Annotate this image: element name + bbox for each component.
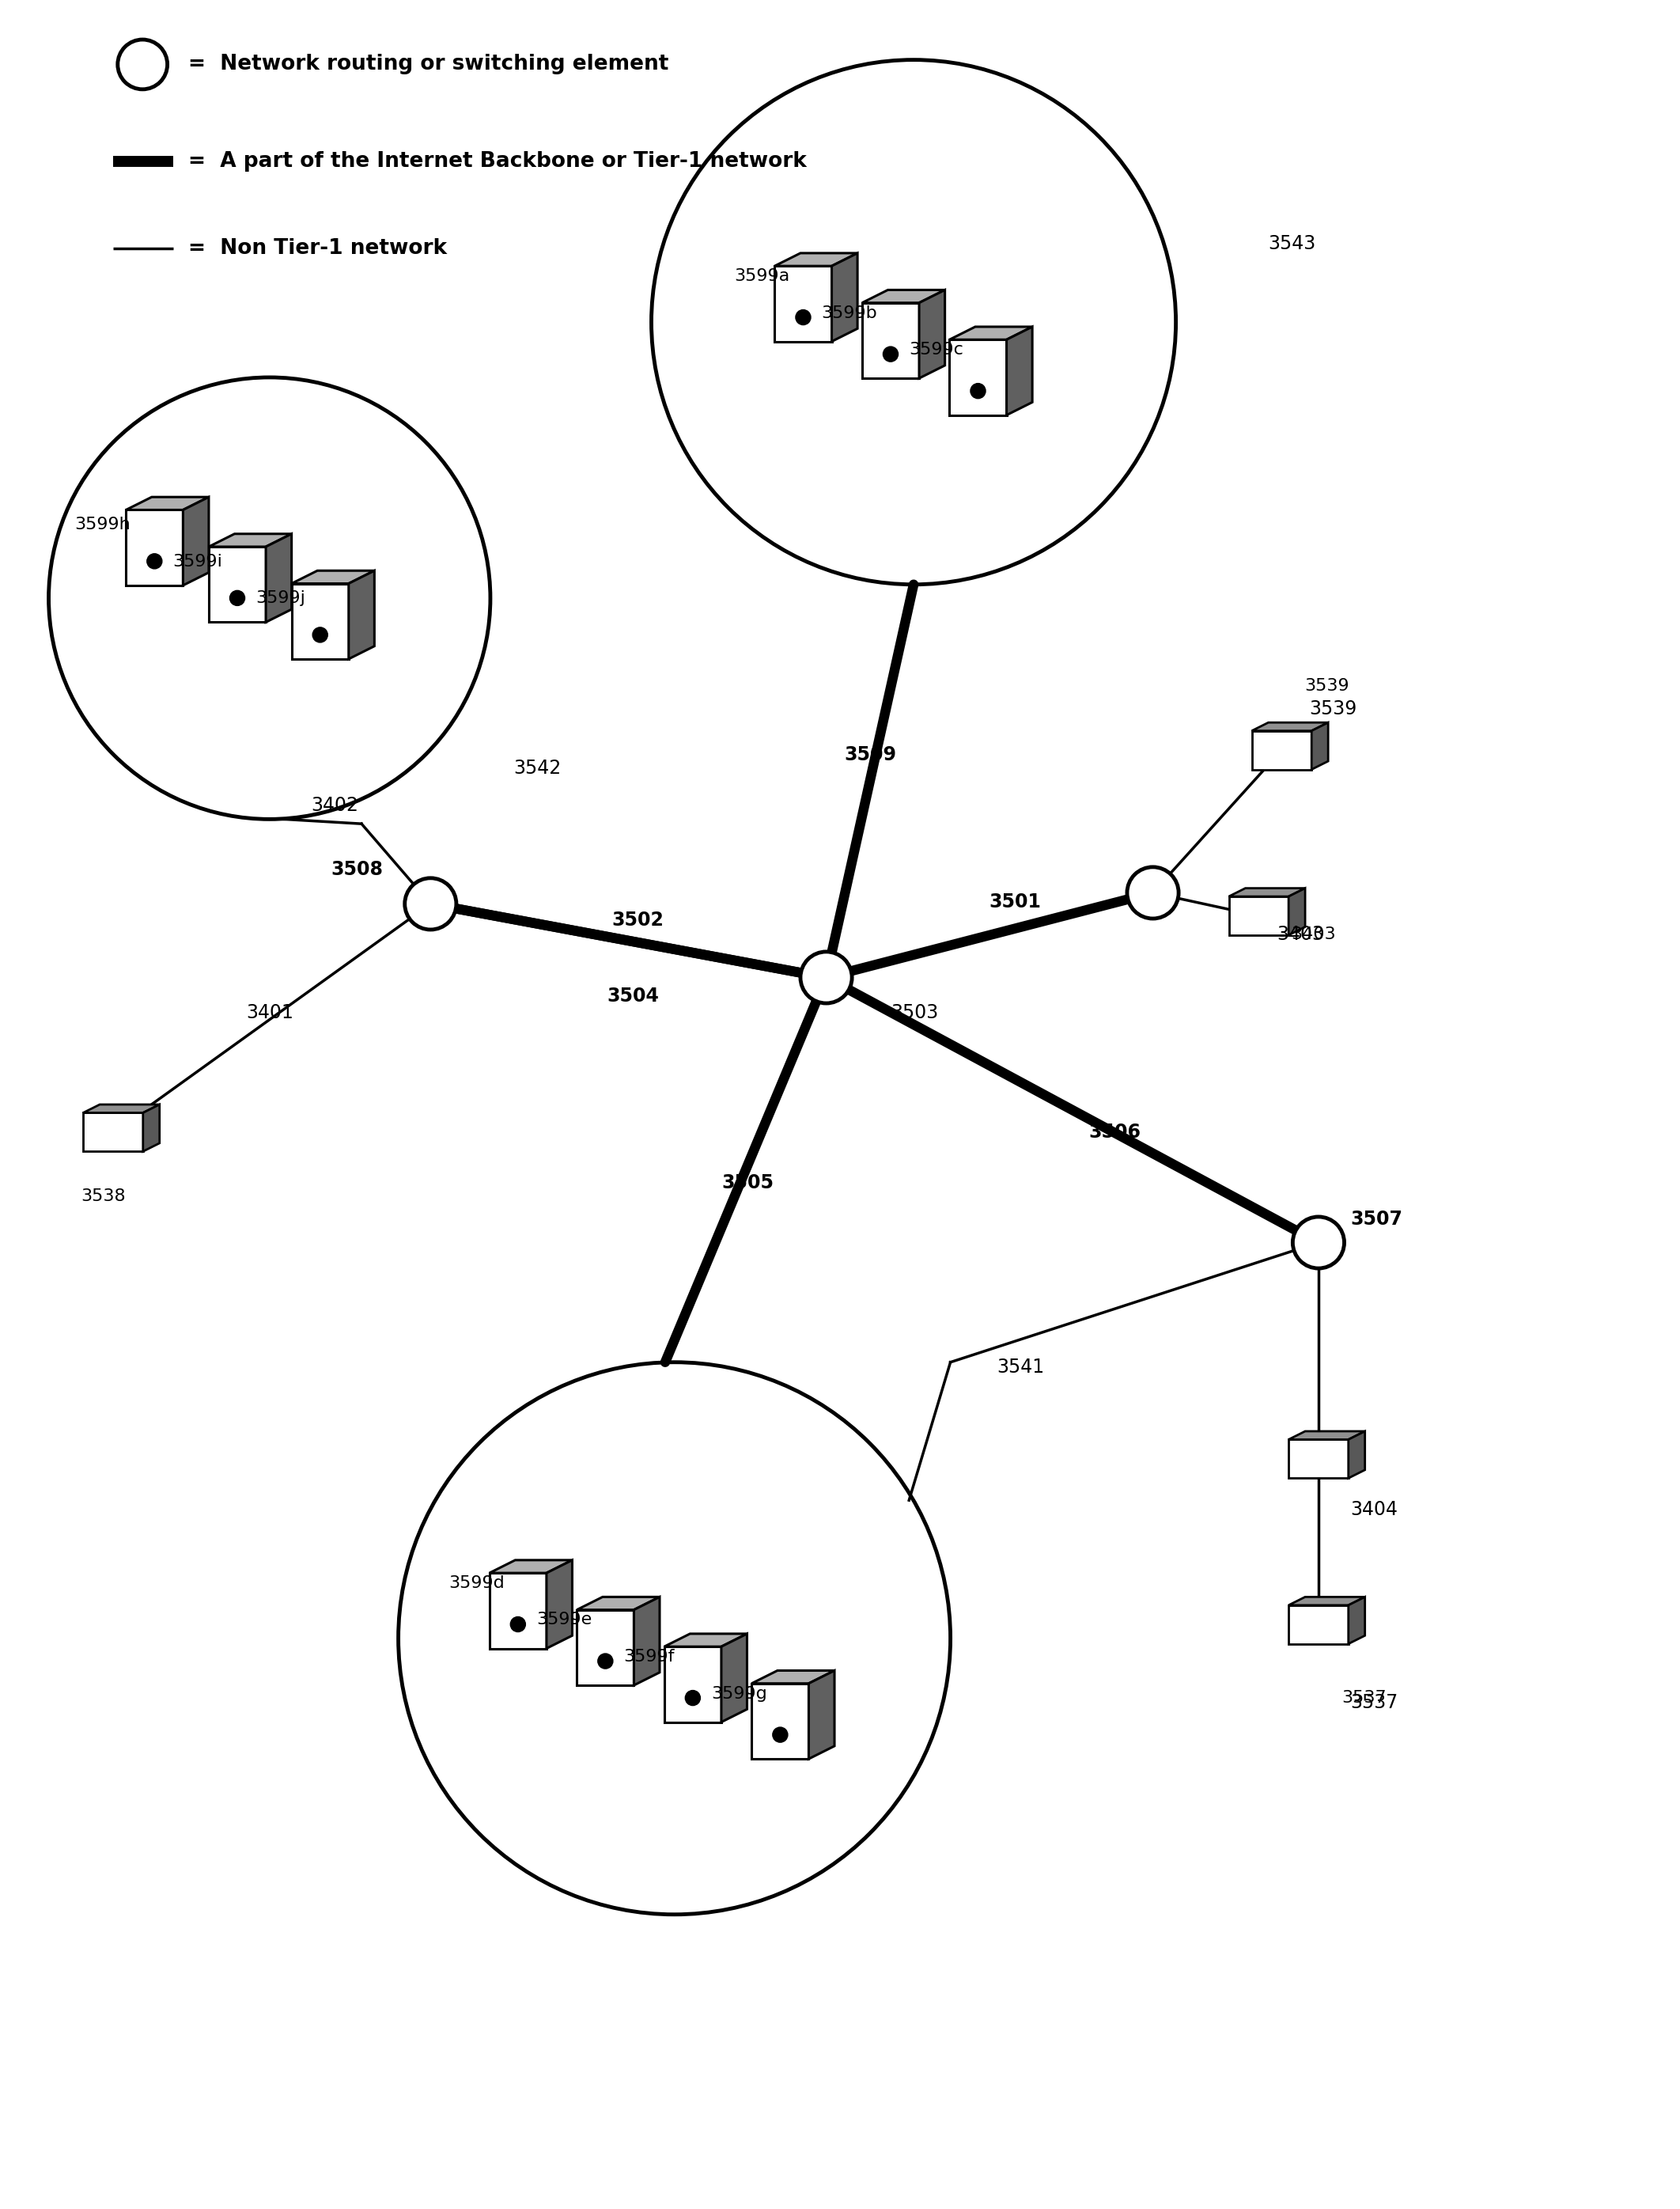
Polygon shape bbox=[1252, 722, 1329, 731]
Text: 3599e: 3599e bbox=[536, 1613, 591, 1628]
Polygon shape bbox=[774, 254, 857, 265]
Text: 3599i: 3599i bbox=[173, 554, 223, 570]
Text: 3599h: 3599h bbox=[74, 517, 131, 532]
Polygon shape bbox=[126, 510, 183, 585]
Text: 3539: 3539 bbox=[1305, 678, 1349, 694]
Text: 3505: 3505 bbox=[722, 1173, 774, 1193]
Polygon shape bbox=[265, 535, 292, 623]
Circle shape bbox=[1127, 868, 1179, 919]
Polygon shape bbox=[489, 1573, 546, 1648]
Polygon shape bbox=[808, 1670, 835, 1758]
Polygon shape bbox=[949, 327, 1032, 340]
Circle shape bbox=[312, 627, 328, 643]
Polygon shape bbox=[751, 1670, 835, 1683]
Polygon shape bbox=[489, 1560, 573, 1573]
Text: 3508: 3508 bbox=[331, 859, 383, 879]
Polygon shape bbox=[721, 1635, 748, 1723]
Text: 3599a: 3599a bbox=[734, 267, 790, 285]
Polygon shape bbox=[1289, 1597, 1364, 1606]
Polygon shape bbox=[1349, 1597, 1364, 1643]
Polygon shape bbox=[1228, 897, 1289, 934]
Text: 3599b: 3599b bbox=[822, 305, 877, 320]
Circle shape bbox=[511, 1617, 526, 1632]
Polygon shape bbox=[1252, 731, 1312, 769]
Polygon shape bbox=[1312, 722, 1329, 769]
Circle shape bbox=[773, 1727, 788, 1743]
Polygon shape bbox=[576, 1610, 633, 1685]
Circle shape bbox=[685, 1690, 701, 1705]
Polygon shape bbox=[1006, 327, 1032, 415]
Text: 3542: 3542 bbox=[514, 760, 561, 778]
Polygon shape bbox=[546, 1560, 573, 1648]
Text: 3599c: 3599c bbox=[909, 342, 964, 358]
Polygon shape bbox=[126, 497, 208, 510]
Polygon shape bbox=[1289, 1606, 1349, 1643]
Polygon shape bbox=[751, 1683, 808, 1758]
Text: 3403: 3403 bbox=[1277, 926, 1324, 943]
Text: 3501: 3501 bbox=[990, 892, 1042, 912]
Polygon shape bbox=[576, 1597, 660, 1610]
Circle shape bbox=[884, 347, 899, 362]
Polygon shape bbox=[862, 289, 944, 303]
Polygon shape bbox=[664, 1646, 721, 1723]
Text: 3504: 3504 bbox=[606, 987, 659, 1005]
Polygon shape bbox=[949, 340, 1006, 415]
Polygon shape bbox=[832, 254, 857, 342]
Text: 3503: 3503 bbox=[890, 1003, 937, 1023]
Polygon shape bbox=[143, 1104, 160, 1151]
Polygon shape bbox=[919, 289, 944, 378]
Text: 3509: 3509 bbox=[845, 744, 897, 764]
Text: 3599g: 3599g bbox=[711, 1685, 768, 1701]
Polygon shape bbox=[84, 1113, 143, 1151]
Text: 3402: 3402 bbox=[311, 795, 358, 815]
Polygon shape bbox=[633, 1597, 660, 1685]
Text: 3541: 3541 bbox=[996, 1356, 1043, 1376]
Polygon shape bbox=[1289, 888, 1305, 934]
Text: 3599f: 3599f bbox=[623, 1648, 675, 1666]
Circle shape bbox=[405, 879, 457, 930]
Circle shape bbox=[971, 384, 986, 398]
Polygon shape bbox=[292, 583, 349, 658]
Text: 3538: 3538 bbox=[81, 1188, 126, 1204]
Polygon shape bbox=[1228, 888, 1305, 897]
Circle shape bbox=[146, 554, 161, 568]
Text: =  A part of the Internet Backbone or Tier-1 network: = A part of the Internet Backbone or Tie… bbox=[188, 150, 806, 172]
Text: =  Network routing or switching element: = Network routing or switching element bbox=[188, 55, 669, 75]
Polygon shape bbox=[774, 265, 832, 342]
Text: 3537: 3537 bbox=[1351, 1694, 1398, 1712]
Circle shape bbox=[598, 1655, 613, 1668]
Text: 3404: 3404 bbox=[1351, 1500, 1398, 1520]
Circle shape bbox=[1292, 1217, 1344, 1268]
Circle shape bbox=[796, 309, 811, 325]
Text: =  Non Tier-1 network: = Non Tier-1 network bbox=[188, 239, 447, 258]
Text: 3506: 3506 bbox=[1089, 1122, 1141, 1142]
Text: 3543: 3543 bbox=[1268, 234, 1315, 254]
Polygon shape bbox=[208, 548, 265, 623]
Polygon shape bbox=[664, 1635, 748, 1646]
Polygon shape bbox=[292, 570, 375, 583]
Text: 3401: 3401 bbox=[247, 1003, 294, 1023]
Text: 3599j: 3599j bbox=[255, 590, 306, 605]
Polygon shape bbox=[183, 497, 208, 585]
Text: 3403: 3403 bbox=[1290, 926, 1336, 941]
Polygon shape bbox=[1349, 1431, 1364, 1478]
Polygon shape bbox=[862, 303, 919, 378]
Text: 3599d: 3599d bbox=[449, 1575, 506, 1590]
Polygon shape bbox=[84, 1104, 160, 1113]
Polygon shape bbox=[1289, 1440, 1349, 1478]
Polygon shape bbox=[349, 570, 375, 658]
Polygon shape bbox=[1289, 1431, 1364, 1440]
Text: 3502: 3502 bbox=[612, 910, 664, 930]
Text: 3539: 3539 bbox=[1309, 700, 1357, 718]
Circle shape bbox=[230, 590, 245, 605]
Text: 3507: 3507 bbox=[1351, 1211, 1403, 1228]
Text: 3537: 3537 bbox=[1342, 1690, 1386, 1705]
Polygon shape bbox=[208, 535, 292, 548]
Circle shape bbox=[800, 952, 852, 1003]
